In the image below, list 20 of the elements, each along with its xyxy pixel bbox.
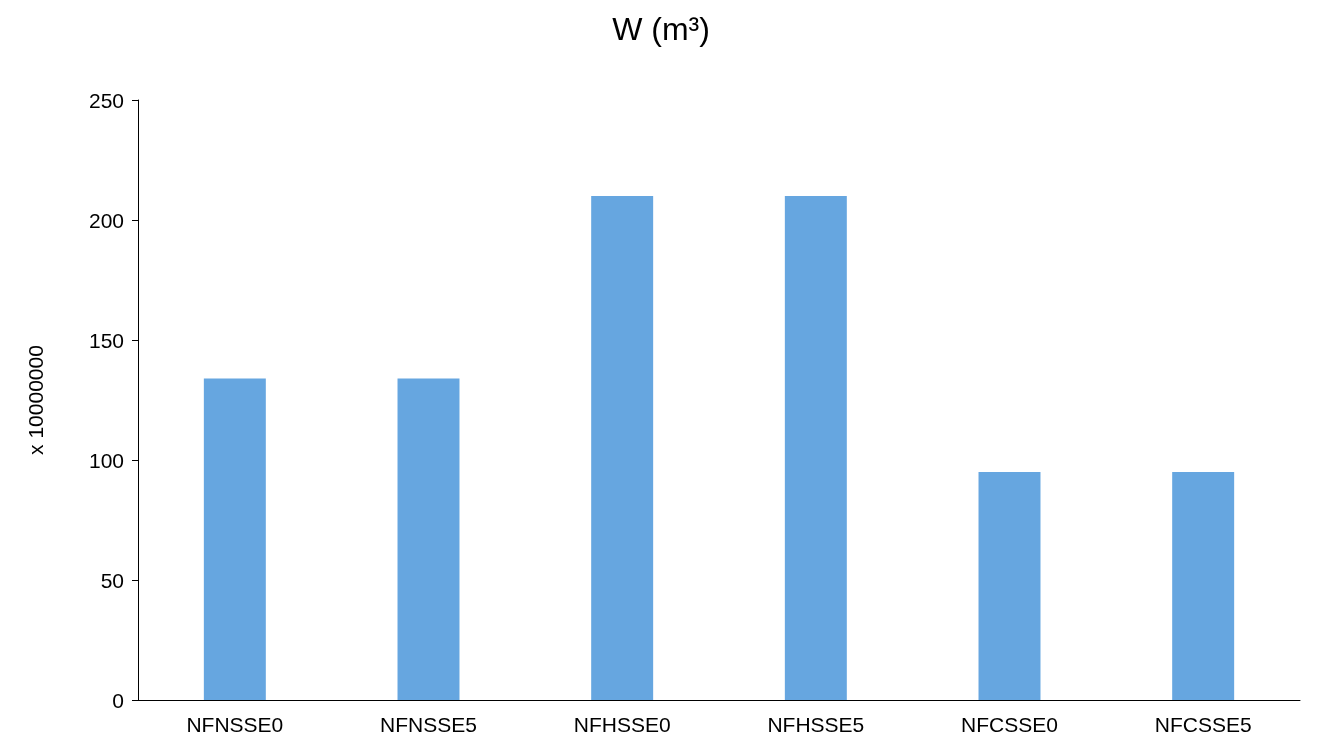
- bar: [978, 472, 1041, 700]
- x-tick-label: NFNSSE5: [380, 713, 477, 736]
- x-tick-label: NFCSSE0: [961, 713, 1058, 736]
- y-tick-label: 0: [112, 688, 124, 712]
- bar: [1172, 472, 1235, 700]
- bar: [203, 378, 266, 700]
- y-axis-title: x 10000000: [24, 345, 47, 455]
- x-tick-label: NFCSSE5: [1154, 713, 1252, 736]
- bar: [591, 196, 654, 700]
- x-tick-label: NFHSSE0: [573, 713, 671, 736]
- chart-title: W (m³): [612, 11, 710, 47]
- x-tick-label: NFHSSE5: [767, 713, 865, 736]
- bar: [397, 378, 460, 700]
- y-tick-label: 50: [100, 568, 124, 592]
- y-tick-label: 100: [88, 448, 124, 472]
- y-tick-label: 200: [88, 208, 124, 232]
- bar: [784, 196, 847, 700]
- y-tick-label: 150: [88, 328, 124, 352]
- y-tick-label: 250: [88, 88, 124, 112]
- x-tick-label: NFNSSE0: [186, 713, 284, 736]
